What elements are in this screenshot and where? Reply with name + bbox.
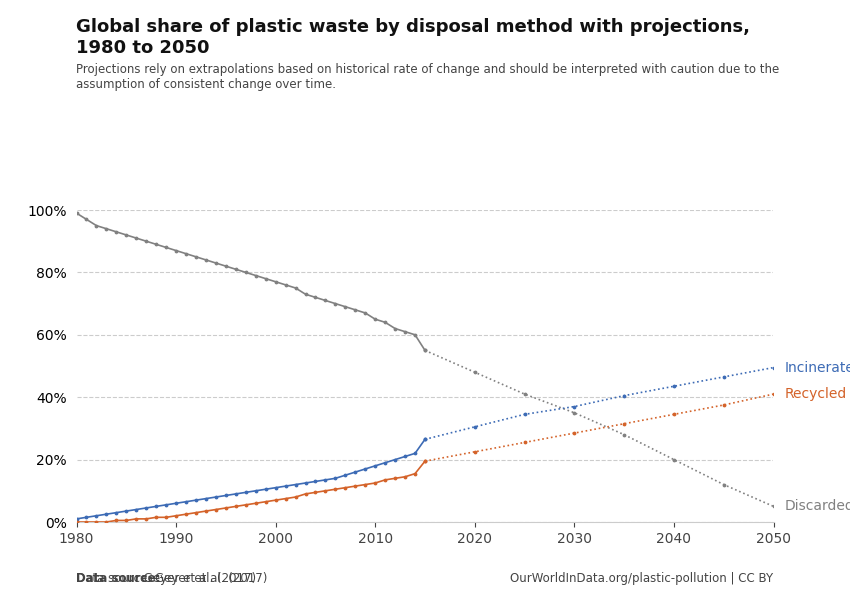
Text: Geyer et al. (2017): Geyer et al. (2017)	[140, 572, 257, 585]
Text: 1980 to 2050: 1980 to 2050	[76, 39, 210, 57]
Text: Data source: Geyer et al. (2017): Data source: Geyer et al. (2017)	[76, 572, 268, 585]
Text: in Data: in Data	[724, 53, 772, 67]
Text: Global share of plastic waste by disposal method with projections,: Global share of plastic waste by disposa…	[76, 18, 751, 36]
Text: Projections rely on extrapolations based on historical rate of change and should: Projections rely on extrapolations based…	[76, 63, 779, 91]
Text: Our World: Our World	[715, 32, 781, 46]
Text: Recycled: Recycled	[785, 387, 847, 401]
Text: Incinerated: Incinerated	[785, 361, 850, 374]
Text: OurWorldInData.org/plastic-pollution | CC BY: OurWorldInData.org/plastic-pollution | C…	[510, 572, 774, 585]
Text: Discarded: Discarded	[785, 499, 850, 514]
Text: Data source:: Data source:	[76, 572, 161, 585]
